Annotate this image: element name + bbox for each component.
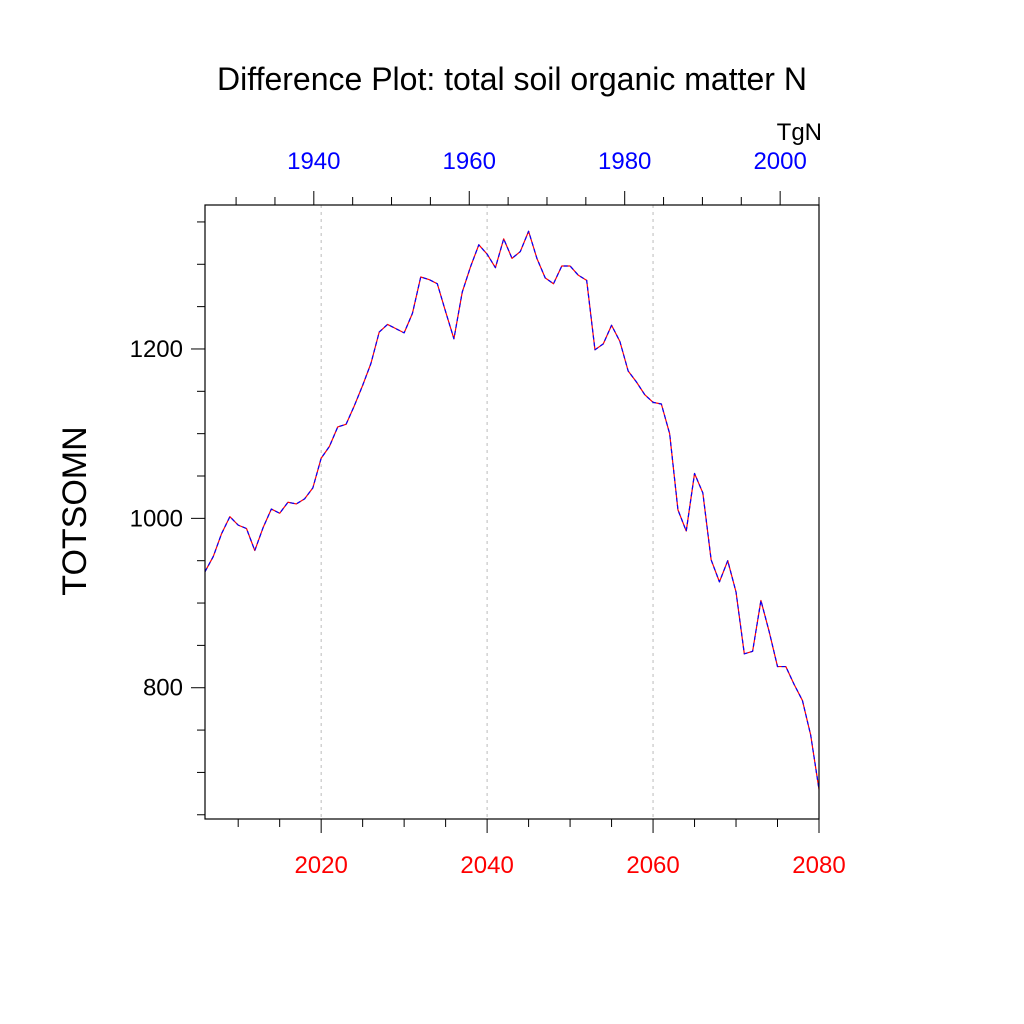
y-axis-title: TOTSOMN [56,426,94,595]
units-label: TgN [777,119,822,146]
x-tick-label-bottom: 2060 [626,852,679,879]
plot-frame [204,204,820,820]
x-tick-label-bottom: 2040 [460,852,513,879]
y-tick-label: 800 [143,675,183,702]
x-tick-label-bottom: 2020 [294,852,347,879]
axes [191,191,820,833]
x-tick-label-top: 1960 [443,148,496,175]
x-tick-label-top: 2000 [753,148,806,175]
x-tick-label-top: 1940 [287,148,340,175]
series-lines [204,230,820,790]
x-tick-label-bottom: 2080 [792,852,845,879]
series-line-series_b [204,230,820,790]
tick-labels: 2020 2040 2060 2080 1940 1960 1980 2000 800 1000 1… [130,148,846,879]
chart-title: Difference Plot: total soil organic matt… [217,61,807,97]
y-tick-label: 1200 [130,336,183,363]
x-tick-label-top: 1980 [598,148,651,175]
y-tick-label: 1000 [130,505,183,532]
grid-lines [320,205,654,819]
